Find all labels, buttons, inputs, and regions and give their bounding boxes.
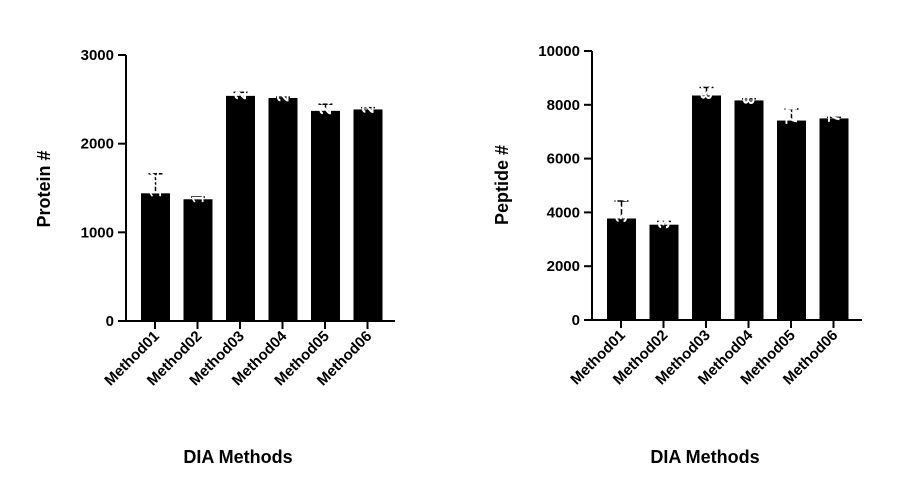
bar-method02 [649,224,679,320]
data-label: 2370 [316,77,335,115]
bar-method05 [311,110,340,321]
y-axis-label: Peptide # [492,145,512,225]
data-label: 8346 [697,62,716,100]
y-tick-label: 6000 [547,151,580,168]
bar-method06 [819,118,849,321]
bar-method02 [183,199,213,321]
bar-method03 [226,95,255,321]
protein-chart: 1440Method011373Method022539Method032515… [34,47,395,467]
bar-method04 [268,98,298,322]
y-tick-label: 3000 [81,47,114,64]
y-tick-label: 2000 [81,136,114,153]
y-tick-label: 2000 [547,258,580,275]
data-label: 2386 [359,76,378,114]
data-label: 3773 [612,185,631,223]
bar-method06 [353,109,383,321]
y-axis-label: Protein # [34,150,54,227]
data-label: 2539 [231,62,250,100]
y-tick-label: 10000 [538,43,580,60]
data-label: 2515 [274,64,293,102]
x-axis-label: DIA Methods [650,447,759,467]
y-tick-label: 0 [572,312,580,329]
bar-method04 [734,100,764,320]
bar-method01 [141,193,170,321]
data-label: 7414 [782,86,801,124]
bar-method05 [777,120,806,320]
x-axis-label: DIA Methods [183,447,292,467]
y-tick-label: 8000 [547,97,580,114]
y-tick-label: 1000 [81,224,114,241]
y-tick-label: 0 [106,313,114,330]
data-label: 8162 [740,67,759,105]
data-label: 1440 [146,159,165,197]
data-label: 3543 [655,191,674,229]
bar-method03 [692,95,721,320]
bar-method01 [607,218,636,320]
peptide-chart: 3773Method013543Method028346Method038162… [492,43,862,467]
y-tick-label: 4000 [547,204,580,221]
data-label: 7493 [825,85,844,123]
data-label: 1373 [189,165,208,203]
